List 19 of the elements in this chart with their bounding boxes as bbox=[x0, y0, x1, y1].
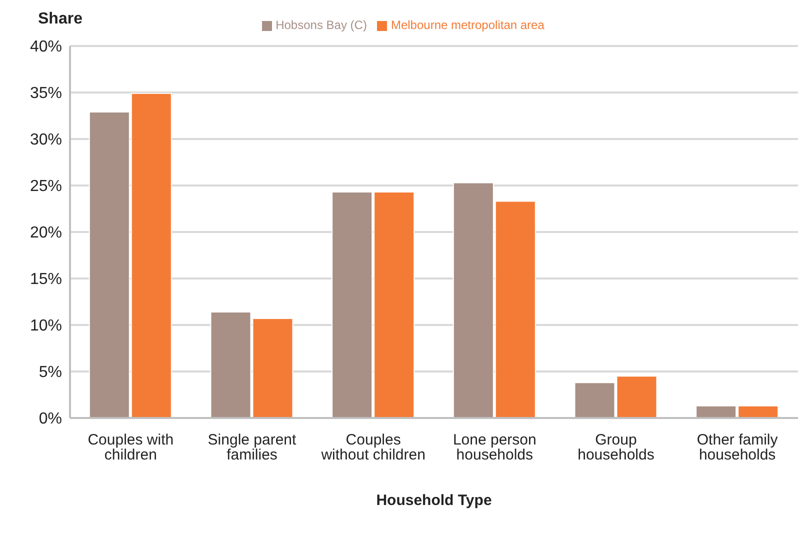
x-tick-label: Group households bbox=[578, 432, 654, 464]
legend-label: Melbourne metropolitan area bbox=[390, 18, 544, 32]
x-tick-label: Other family households bbox=[696, 432, 778, 464]
y-tick-label: 40% bbox=[30, 38, 62, 56]
x-axis-title: Household Type bbox=[376, 492, 492, 509]
y-tick-label: 20% bbox=[30, 224, 62, 242]
y-tick-label: 10% bbox=[30, 318, 62, 335]
y-tick-label: 15% bbox=[30, 271, 62, 288]
x-tick-label: Lone person households bbox=[452, 432, 536, 464]
y-tick-label: 35% bbox=[30, 85, 62, 102]
y-tick-label: 5% bbox=[38, 364, 62, 382]
y-tick-label: 30% bbox=[30, 132, 62, 149]
y-axis-title: Share bbox=[38, 10, 83, 28]
legend-label: Hobsons Bay (C) bbox=[276, 18, 367, 32]
y-tick-label: 0% bbox=[38, 410, 62, 428]
x-tick-label: Couples without children bbox=[320, 432, 426, 464]
x-tick-label: Single parent families bbox=[208, 432, 298, 464]
y-tick-label: 25% bbox=[30, 178, 62, 196]
x-tick-label: Couples with children bbox=[88, 432, 174, 464]
